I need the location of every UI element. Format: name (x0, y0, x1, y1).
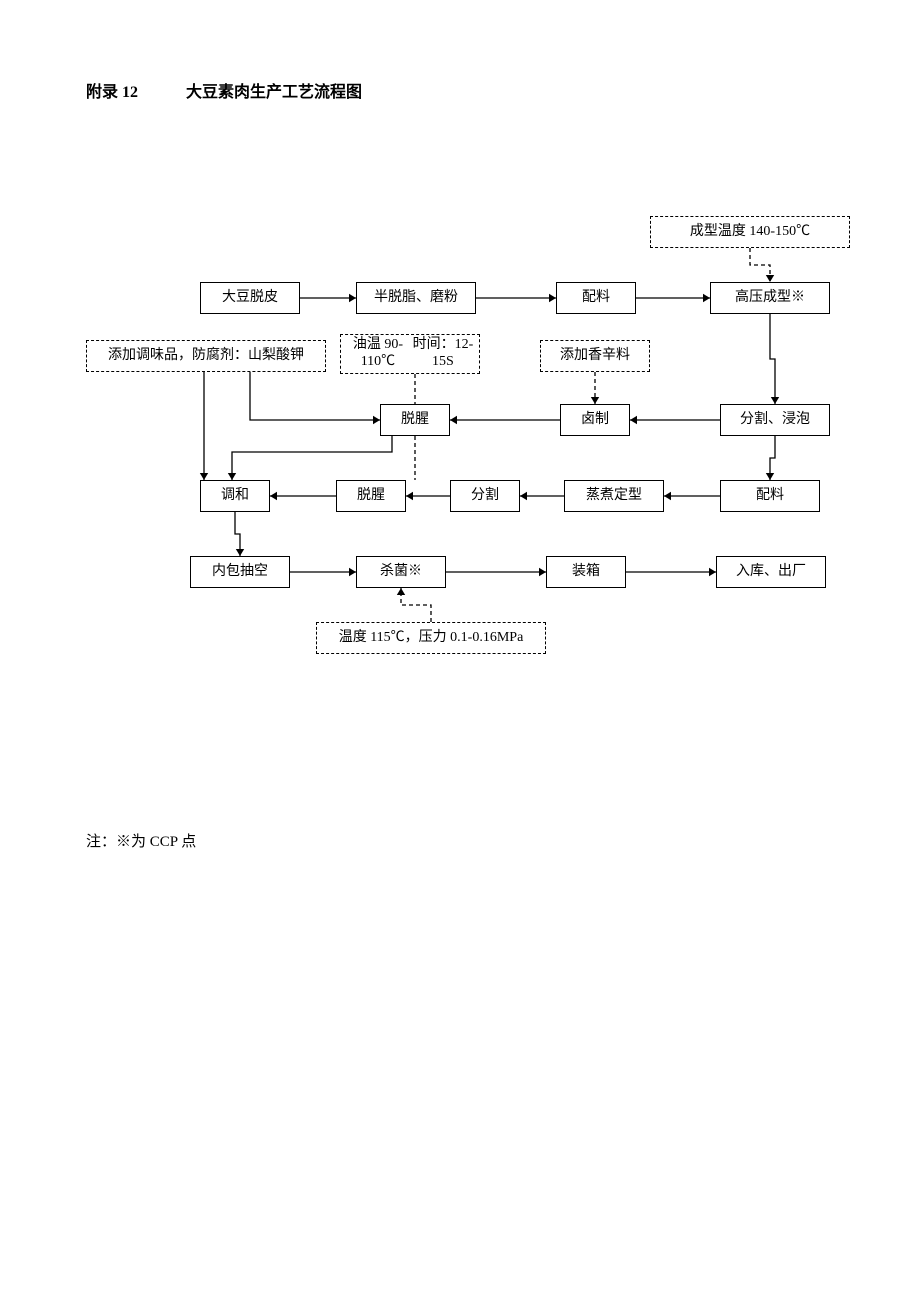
flowchart-arrows (0, 0, 920, 1302)
footnote: 注：※为 CCP 点 (86, 830, 196, 851)
